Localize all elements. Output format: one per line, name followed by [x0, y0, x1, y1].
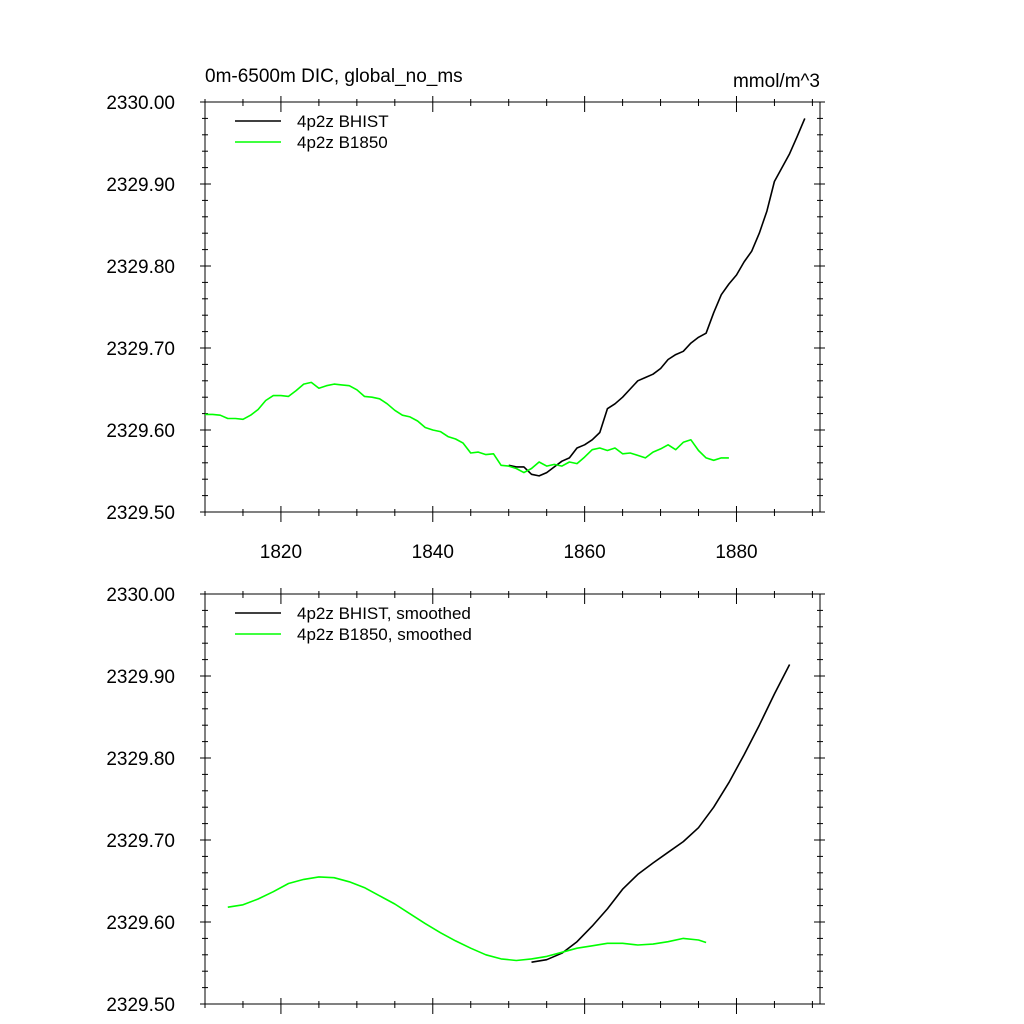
- chart-panel-top: 2329.50 2329.60 2329.70 2329.80 2329.90 2330.…: [106, 66, 825, 563]
- y-tick-label: 2329.60: [106, 913, 175, 934]
- series-line-0: [508, 118, 806, 477]
- units-label: mmol/m^3: [733, 71, 820, 92]
- legend-label-0: 4p2z BHIST: [297, 112, 389, 131]
- y-tick-label: 2329.50: [106, 995, 175, 1016]
- y-tick-label: 2329.80: [106, 749, 175, 770]
- y-tick-label: 2330.00: [106, 585, 175, 606]
- x-tick-label: 1880: [715, 542, 757, 563]
- plot-frame: [204, 101, 821, 513]
- y-tick-label: 2330.00: [106, 93, 175, 114]
- x-tick-label: 1820: [260, 542, 302, 563]
- plot-frame: [204, 593, 821, 1005]
- x-tick-label: 1840: [412, 542, 454, 563]
- series-line-1: [205, 381, 729, 474]
- y-tick-label: 2329.50: [106, 503, 175, 524]
- y-tick-label: 2329.70: [106, 339, 175, 360]
- y-tick-label: 2329.70: [106, 831, 175, 852]
- series-line-0: [531, 664, 791, 963]
- legend-label-0: 4p2z BHIST, smoothed: [297, 604, 471, 623]
- chart-title: 0m-6500m DIC, global_no_ms: [205, 66, 463, 87]
- chart-panel-bottom: 2329.50 2329.60 2329.70 2329.80 2329.90 2330.…: [106, 585, 825, 1016]
- x-tick-label: 1860: [563, 542, 605, 563]
- series-line-1: [227, 876, 707, 962]
- y-tick-label: 2329.60: [106, 421, 175, 442]
- y-tick-label: 2329.90: [106, 667, 175, 688]
- y-tick-label: 2329.80: [106, 257, 175, 278]
- legend-label-1: 4p2z B1850: [297, 133, 388, 152]
- legend-label-1: 4p2z B1850, smoothed: [297, 625, 472, 644]
- y-tick-label: 2329.90: [106, 175, 175, 196]
